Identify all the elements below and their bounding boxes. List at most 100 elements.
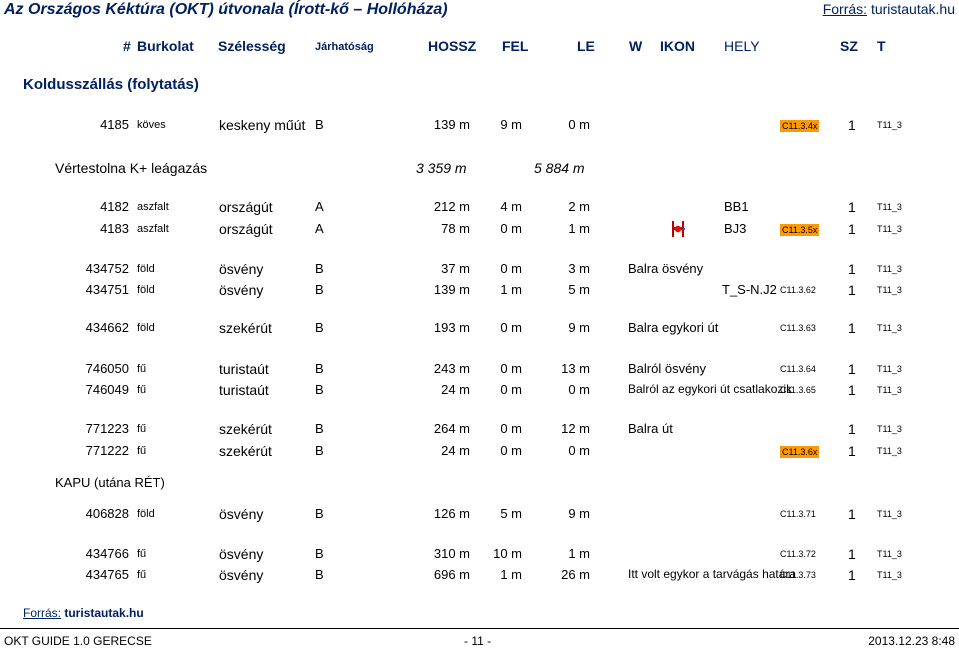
segment-id: 746050 <box>85 361 129 376</box>
length: 126 m <box>433 506 470 521</box>
surface: föld <box>137 322 155 334</box>
passability: B <box>315 282 324 297</box>
width: szekérút <box>219 320 272 336</box>
bus-stop-icon <box>671 221 685 240</box>
passability: B <box>315 320 324 335</box>
col-w: W <box>629 38 643 54</box>
source-value: turistautak.hu <box>870 1 955 17</box>
width: turistaút <box>219 361 269 377</box>
surface: föld <box>137 508 155 520</box>
waypoint-code: C11.3.72 <box>780 549 816 559</box>
t-value: T11_3 <box>877 385 902 395</box>
ascent: 1 m <box>500 567 522 582</box>
segment-id: 434751 <box>85 282 129 297</box>
surface: fű <box>137 445 147 457</box>
width: ösvény <box>219 282 264 298</box>
waypoint-code: C11.3.71 <box>780 509 816 519</box>
length: 243 m <box>433 361 470 376</box>
waypoint-text: KAPU (utána RÉT) <box>55 475 165 490</box>
col-hash: # <box>123 38 131 54</box>
t-value: T11_3 <box>877 446 902 456</box>
summary-length: 3 359 m <box>416 160 467 176</box>
sz-value: 1 <box>848 506 856 522</box>
sz-value: 1 <box>848 361 856 377</box>
col-jarhatosag: Járhatóság <box>315 41 374 53</box>
table-row: 434765 fű ösvény B 696 m 1 m 26 m Itt vo… <box>0 567 959 585</box>
sz-value: 1 <box>848 421 856 437</box>
surface: köves <box>137 119 166 131</box>
segment-id: 4182 <box>100 199 129 214</box>
surface: aszfalt <box>137 201 169 213</box>
width: országút <box>219 199 273 215</box>
descent: 13 m <box>561 361 590 376</box>
width: szekérút <box>219 421 272 437</box>
width: országút <box>219 221 273 237</box>
table-row: 4185 köves keskeny műút B 139 m 9 m 0 m … <box>0 117 959 135</box>
width: keskeny műút <box>219 117 306 133</box>
width: ösvény <box>219 506 264 522</box>
segment-id: 434752 <box>85 261 129 276</box>
table-row: 4182 aszfalt országút A 212 m 4 m 2 m BB… <box>0 199 959 217</box>
length: 24 m <box>441 382 470 397</box>
surface: fű <box>137 569 147 581</box>
table-row: 434766 fű ösvény B 310 m 10 m 1 m C11.3.… <box>0 546 959 564</box>
ascent: 5 m <box>500 506 522 521</box>
t-value: T11_3 <box>877 509 902 519</box>
col-t: T <box>877 38 886 54</box>
width: szekérút <box>219 443 272 459</box>
table-row: 4183 aszfalt országút A 78 m 0 m 1 m BJ3… <box>0 221 959 239</box>
ascent: 0 m <box>500 361 522 376</box>
sz-value: 1 <box>848 199 856 215</box>
ascent: 0 m <box>500 320 522 335</box>
col-fel: FEL <box>502 38 529 54</box>
ascent: 0 m <box>500 443 522 458</box>
descent: 0 m <box>568 382 590 397</box>
waypoint-note: Balra út <box>628 421 673 436</box>
footer-source-value: turistautak.hu <box>64 606 144 620</box>
place: T_S-N.J2 <box>722 282 777 297</box>
length: 264 m <box>433 421 470 436</box>
descent: 0 m <box>568 117 590 132</box>
descent: 12 m <box>561 421 590 436</box>
waypoint-code: C11.3.4x <box>780 120 820 132</box>
waypoint-code: C11.3.65 <box>780 385 816 395</box>
segment-id: 771223 <box>85 421 129 436</box>
col-szelesseg: Szélesség <box>218 38 286 54</box>
section-title: Koldusszállás (folytatás) <box>23 76 199 93</box>
sz-value: 1 <box>848 117 856 133</box>
width: ösvény <box>219 261 264 277</box>
surface: fű <box>137 363 147 375</box>
length: 212 m <box>433 199 470 214</box>
descent: 0 m <box>568 443 590 458</box>
segment-id: 771222 <box>85 443 129 458</box>
length: 139 m <box>433 282 470 297</box>
descent: 2 m <box>568 199 590 214</box>
ascent: 0 m <box>500 221 522 236</box>
source-label: Forrás: <box>822 1 868 17</box>
descent: 5 m <box>568 282 590 297</box>
place: BJ3 <box>724 221 747 236</box>
ascent: 0 m <box>500 382 522 397</box>
t-value: T11_3 <box>877 424 902 434</box>
passability: B <box>315 117 324 132</box>
waypoint-code: C11.3.5x <box>780 224 820 236</box>
ascent: 4 m <box>500 199 522 214</box>
length: 24 m <box>441 443 470 458</box>
descent: 1 m <box>568 221 590 236</box>
sz-value: 1 <box>848 320 856 336</box>
t-value: T11_3 <box>877 224 902 234</box>
table-row: 771222 fű szekérút B 24 m 0 m 0 m C11.3.… <box>0 443 959 461</box>
length: 78 m <box>441 221 470 236</box>
segment-id: 4185 <box>100 117 129 132</box>
col-hely: HELY <box>724 38 760 54</box>
descent: 9 m <box>568 506 590 521</box>
segment-id: 746049 <box>85 382 129 397</box>
source-top: Forrás: turistautak.hu <box>823 1 955 17</box>
table-row: 406828 föld ösvény B 126 m 5 m 9 m C11.3… <box>0 506 959 524</box>
table-row: 746049 fű turistaút B 24 m 0 m 0 m Balró… <box>0 382 959 400</box>
summary-name: Vértestolna K+ leágazás <box>55 160 208 176</box>
col-le: LE <box>577 38 595 54</box>
waypoint-code: C11.3.63 <box>780 323 816 333</box>
surface: föld <box>137 284 155 296</box>
passability: A <box>315 199 324 214</box>
